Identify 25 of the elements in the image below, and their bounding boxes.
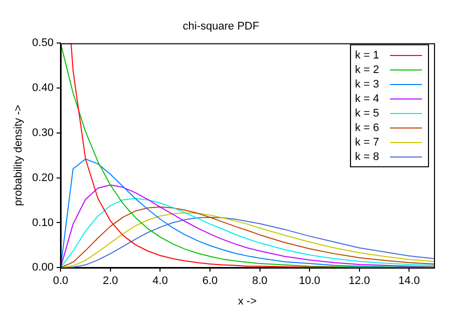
legend-label: k = 5: [355, 107, 380, 120]
x-tick-label: 10.0: [298, 275, 320, 288]
x-tick-label: 2.0: [102, 275, 118, 288]
y-tick-label: 0.20: [32, 172, 54, 184]
legend-label: k = 4: [355, 92, 380, 105]
y-tick-label: 0.30: [32, 126, 54, 139]
y-tick-label: 0.00: [32, 262, 54, 274]
legend-label: k = 2: [355, 64, 380, 76]
legend-label: k = 3: [355, 78, 380, 90]
chart-title: chi-square PDF: [182, 20, 260, 33]
x-tick-label: 14.0: [398, 275, 420, 288]
x-axis-title: x ->: [238, 295, 257, 308]
x-tick-label: 0.0: [52, 275, 68, 288]
x-tick-label: 6.0: [202, 275, 218, 288]
x-tick-label: 4.0: [152, 275, 168, 288]
x-tick-label: 12.0: [348, 275, 370, 288]
legend-label: k = 1: [355, 49, 380, 62]
legend-label: k = 7: [355, 136, 380, 148]
y-tick-label: 0.40: [32, 82, 54, 94]
legend-label: k = 6: [355, 122, 380, 134]
y-axis-title: probability density ->: [12, 104, 25, 206]
legend-label: k = 8: [355, 150, 380, 163]
y-tick-label: 0.10: [32, 216, 54, 229]
x-tick-label: 8.0: [252, 275, 268, 288]
y-tick-label: 0.50: [32, 37, 54, 50]
